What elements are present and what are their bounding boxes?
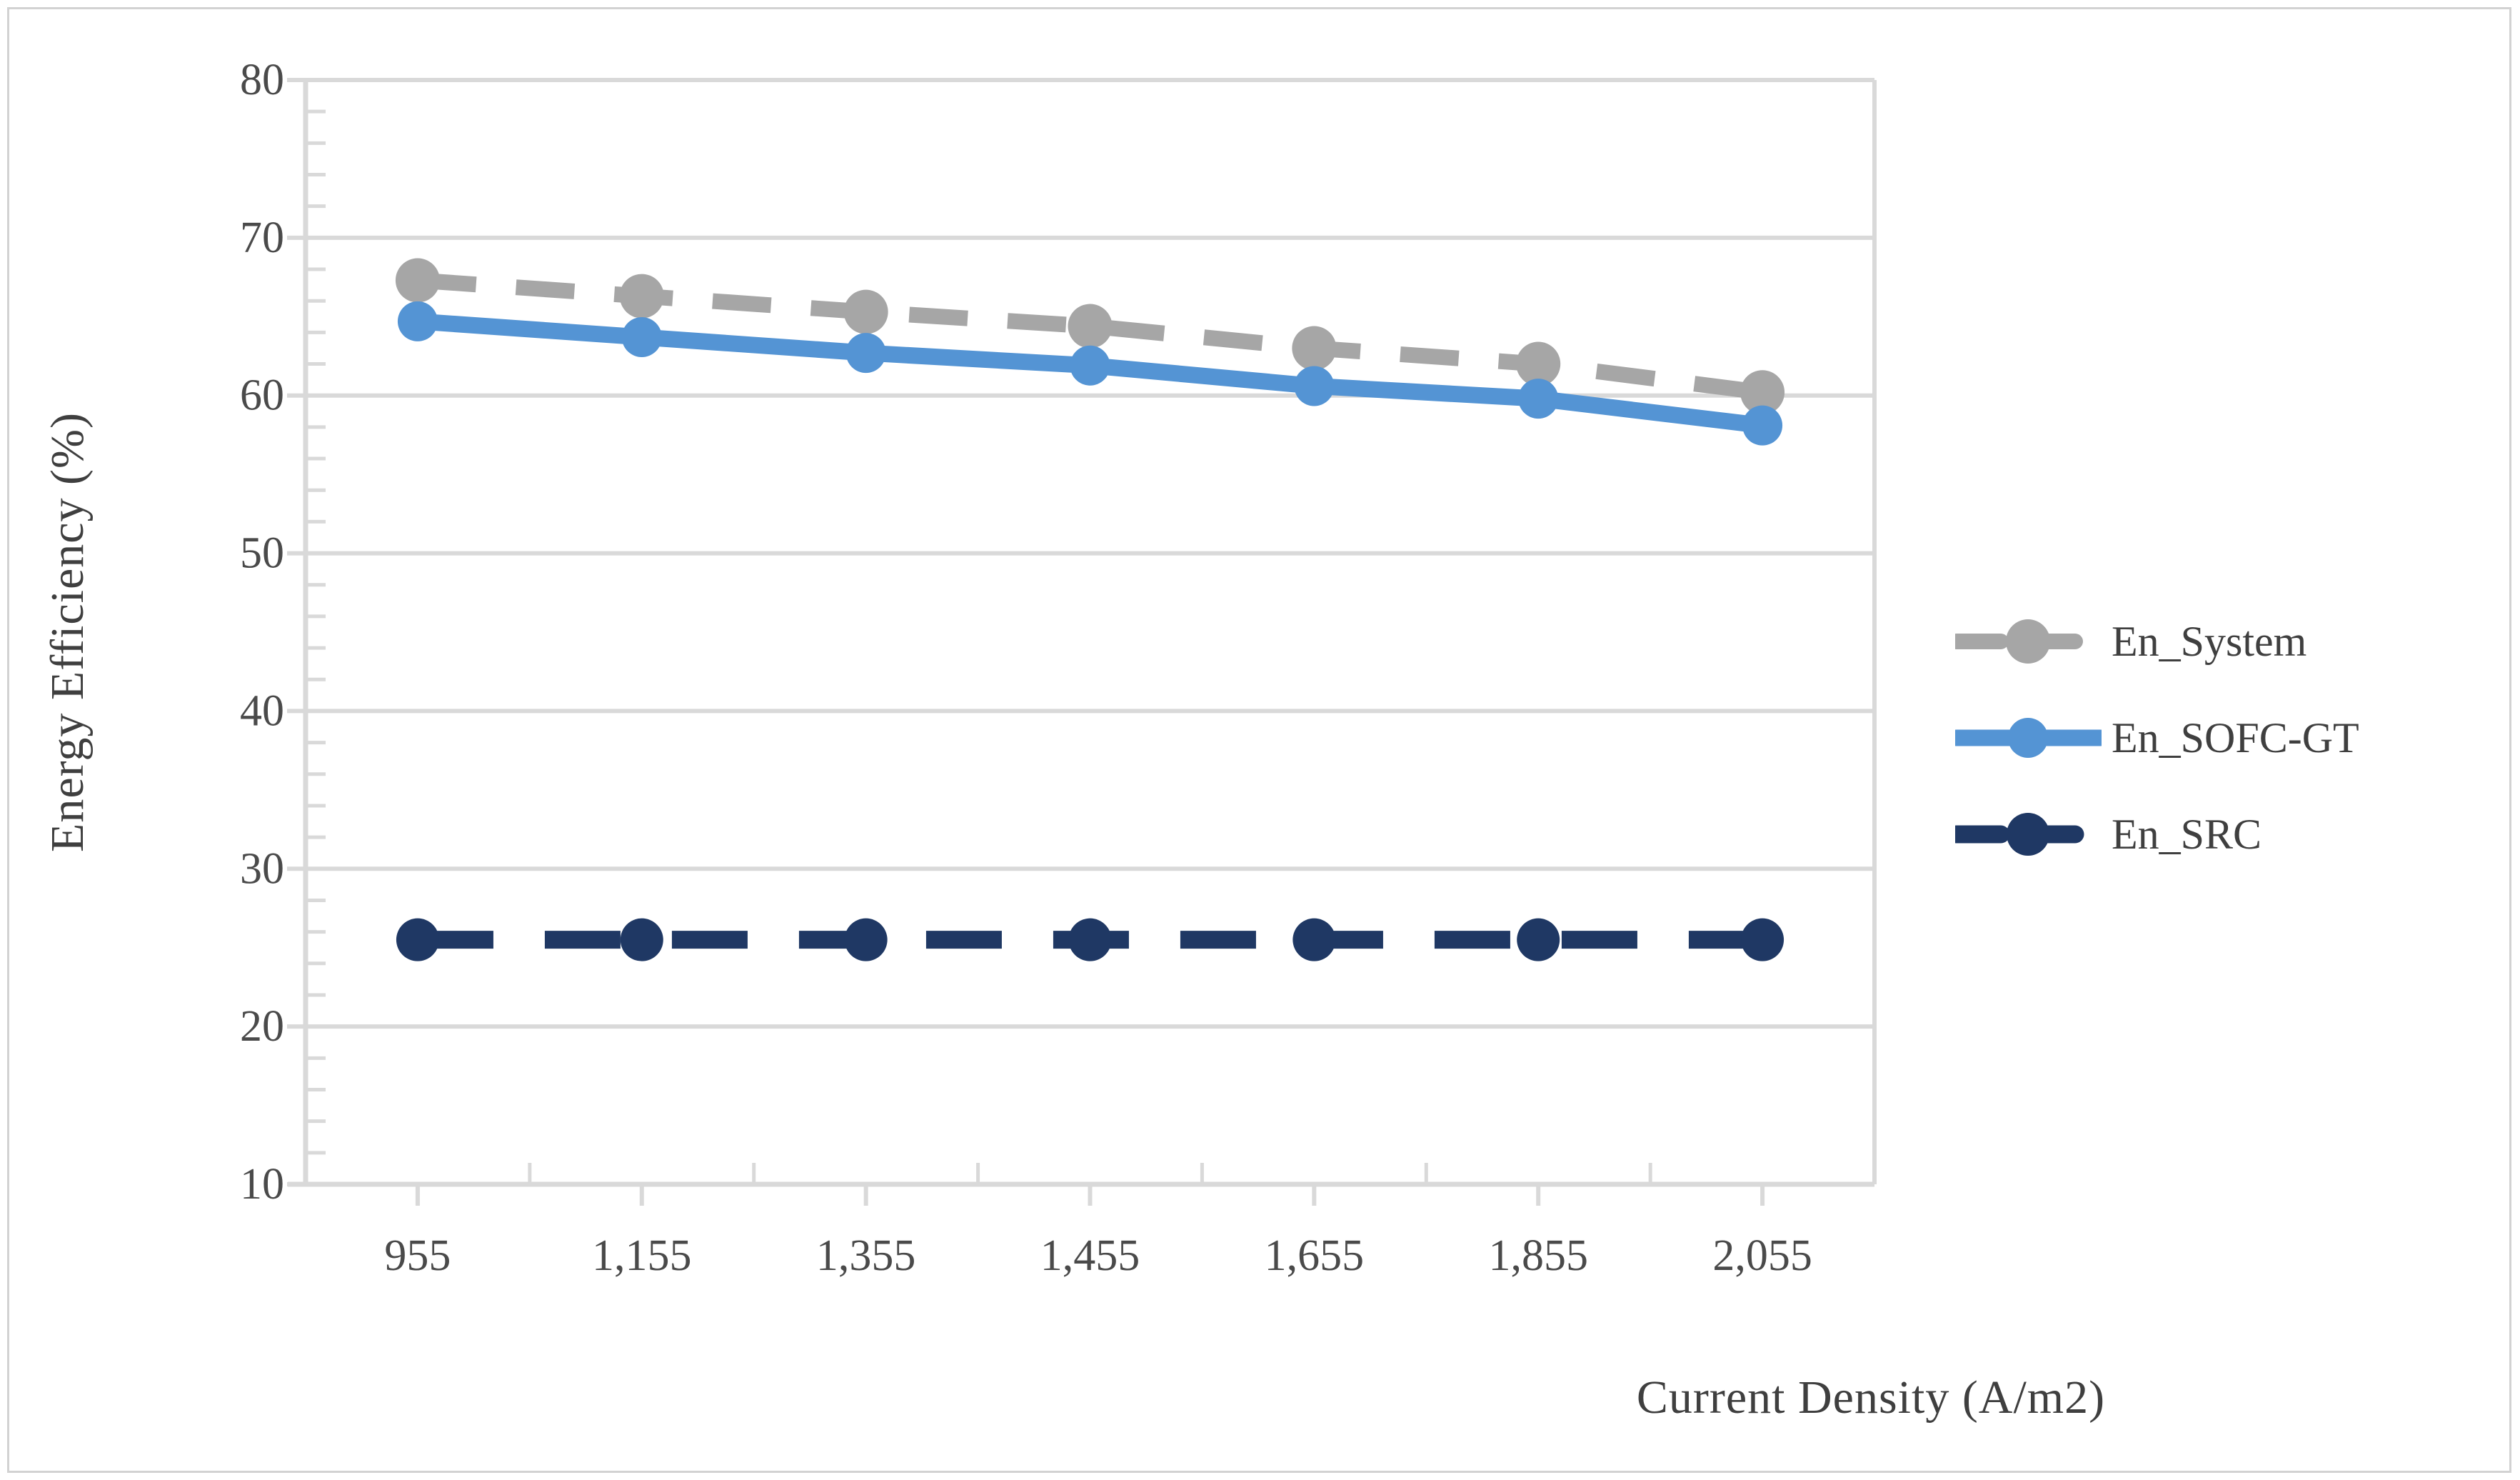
data-point-marker [843, 289, 888, 334]
legend-line-sample-icon [1955, 718, 2102, 758]
x-tick-label: 2,055 [1712, 1231, 1812, 1280]
y-tick-label: 20 [240, 1002, 284, 1051]
series-en-src [396, 918, 1784, 961]
x-tick-label: 1,355 [816, 1231, 916, 1280]
legend-line-sample-icon [1955, 619, 2102, 664]
legend-sample-marker [2007, 813, 2049, 856]
x-tick-label: 1,655 [1265, 1231, 1365, 1280]
legend: En_System En_SOFC-GT En_SRC [1955, 617, 2359, 909]
legend-line-sample-icon [1955, 813, 2102, 856]
legend-item-en-system: En_System [1955, 617, 2359, 665]
data-point-marker [397, 301, 438, 341]
legend-label: En_SOFC-GT [2112, 714, 2359, 761]
axis-ticks [287, 78, 1765, 1206]
axis-tick-labels: 10 20 30 40 50 60 70 80 955 1,155 1,355 1,455 1,655 1… [240, 56, 1812, 1280]
legend-item-en-sofc-gt: En_SOFC-GT [1955, 714, 2359, 761]
data-point-marker [1516, 341, 1561, 386]
data-point-marker [1741, 918, 1784, 961]
legend-sample-marker [2008, 718, 2048, 758]
y-tick-label: 70 [240, 214, 284, 262]
y-tick-label: 80 [240, 56, 284, 104]
legend-label: En_System [2112, 617, 2307, 665]
x-tick-label: 1,455 [1040, 1231, 1140, 1280]
legend-item-en-src: En_SRC [1955, 810, 2359, 858]
y-axis-title: Energy Efficiency (%) [41, 412, 94, 852]
data-point-marker [1068, 918, 1112, 961]
data-point-marker [845, 333, 886, 374]
data-point-marker [395, 258, 440, 303]
data-point-marker [396, 918, 439, 961]
gridlines [306, 78, 1874, 1186]
x-tick-label: 1,155 [592, 1231, 692, 1280]
figure-border [7, 7, 2511, 1473]
data-point-marker [1292, 326, 1337, 371]
data-point-marker [621, 316, 662, 357]
y-tick-label: 30 [240, 844, 284, 893]
y-tick-label: 40 [240, 686, 284, 735]
data-point-marker [1070, 345, 1110, 386]
series-en-system [395, 258, 1785, 415]
data-point-marker [1292, 918, 1336, 961]
data-point-marker [1068, 304, 1113, 349]
series-en-sofc-gt [397, 301, 1783, 446]
data-point-marker [1294, 366, 1335, 406]
y-tick-label: 50 [240, 529, 284, 578]
data-point-marker [1740, 370, 1785, 415]
x-tick-label: 955 [384, 1231, 451, 1280]
data-point-marker [1518, 379, 1559, 419]
x-tick-label: 1,855 [1488, 1231, 1588, 1280]
data-point-marker [844, 918, 888, 961]
legend-label: En_SRC [2112, 810, 2262, 858]
data-point-marker [620, 918, 663, 961]
data-point-marker [1742, 405, 1783, 446]
x-axis-title: Current Density (A/m2) [1636, 1371, 2106, 1424]
axes [288, 80, 1877, 1187]
data-point-marker [619, 274, 664, 319]
y-tick-label: 60 [240, 371, 284, 420]
legend-sample-marker [2006, 619, 2050, 664]
y-tick-label: 10 [240, 1160, 284, 1209]
data-point-marker [1517, 918, 1560, 961]
